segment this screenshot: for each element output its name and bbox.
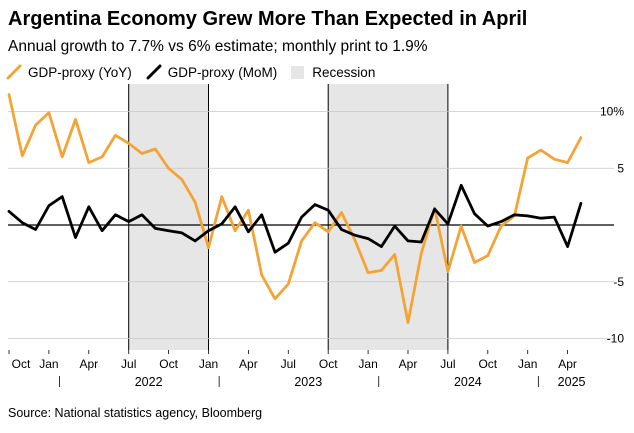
recession-band-1 [328,84,448,350]
legend-swatch-yoy [6,64,22,80]
series-line-yoy [7,93,583,325]
x-tick-label: Jul [121,357,136,371]
legend-item-recession: Recession [291,65,375,80]
series-line-mom [7,183,583,254]
legend-label-mom: GDP-proxy (MoM) [167,64,278,80]
x-tick-label: Jan [199,357,218,371]
recession-band-0 [128,84,209,350]
x-tick-label: Oct [478,357,497,371]
x-tick-label: Jan [518,357,537,371]
x-year-label: 2024 [454,375,482,389]
legend-item-yoy: GDP-proxy (YoY) [6,64,132,80]
x-year-label: 2023 [294,375,322,389]
chart-title: Argentina Economy Grew More Than Expecte… [8,8,528,30]
x-tick-label: Apr [239,357,258,371]
chart-plot: 10% 5 -5 -10 Oct Jan Apr Jul Oct Jan Apr Jul Oct Jan A… [7,84,625,389]
x-tick-label: Apr [79,357,98,371]
x-tick-label: Oct [12,357,31,371]
chart-subtitle: Annual growth to 7.7% vs 6% estimate; mo… [8,38,428,55]
legend-label-yoy: GDP-proxy (YoY) [28,64,132,80]
y-tick-label: 5 [617,161,624,175]
x-tick-label: Jul [440,357,455,371]
x-tick-label: Jan [358,357,377,371]
x-tick-label: Oct [159,357,178,371]
x-tick-label: Jul [281,357,296,371]
y-tick-label: -10 [607,332,625,346]
legend-item-mom: GDP-proxy (MoM) [146,64,278,80]
x-tick-label: Jan [39,357,58,371]
x-year-label: 2022 [135,375,163,389]
x-tick-label: Apr [399,357,418,371]
x-tick-label: Oct [319,357,338,371]
legend-swatch-mom [146,64,162,80]
legend: GDP-proxy (YoY) GDP-proxy (MoM) Recessio… [6,62,389,82]
legend-swatch-recession [291,65,305,79]
legend-label-recession: Recession [312,64,376,80]
source-note: Source: National statistics agency, Bloo… [8,406,263,420]
y-tick-label: 10% [600,105,624,119]
x-year-label: 2025 [558,375,586,389]
x-tick-label: Apr [558,357,577,371]
y-tick-label: -5 [613,275,624,289]
